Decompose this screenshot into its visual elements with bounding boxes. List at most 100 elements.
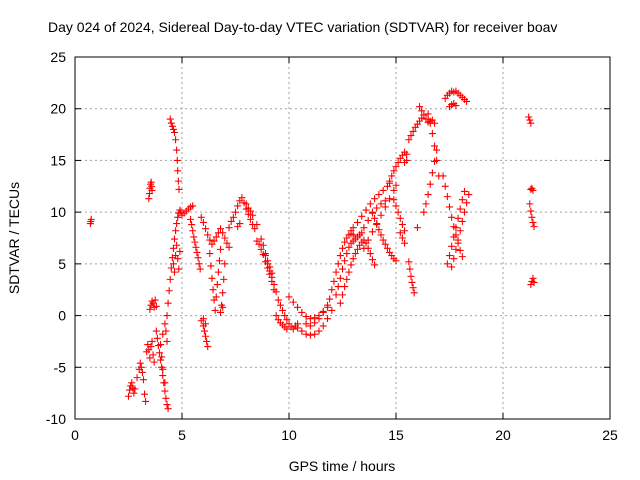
data-point-marker [324, 315, 332, 323]
series-arc-ah [396, 229, 409, 247]
data-point-marker [195, 260, 203, 268]
data-point-marker [208, 274, 216, 282]
data-point-marker [163, 312, 171, 320]
data-point-marker [403, 156, 411, 164]
data-point-marker [353, 245, 361, 253]
data-point-marker [169, 244, 177, 252]
data-point-marker [460, 187, 468, 195]
data-point-marker [456, 205, 464, 213]
data-point-marker [302, 313, 310, 321]
data-point-marker [431, 142, 439, 150]
data-point-marker [200, 327, 208, 335]
data-point-marker [383, 244, 391, 252]
data-point-marker [238, 194, 246, 202]
data-point-marker [163, 401, 171, 409]
data-point-marker [128, 379, 136, 387]
data-point-marker [234, 202, 242, 210]
series-arc-e [146, 296, 160, 313]
data-point-marker [362, 206, 370, 214]
data-point-marker [529, 274, 537, 282]
data-point-marker [343, 250, 351, 258]
data-point-marker [199, 315, 207, 323]
y-tick-label: -10 [46, 411, 66, 427]
data-point-marker [149, 351, 157, 359]
data-point-marker [166, 275, 174, 283]
series-arc-t [272, 312, 291, 333]
series-arc-j [187, 215, 204, 273]
series-arc-ad [356, 197, 389, 239]
data-point-marker [364, 244, 372, 252]
data-point-marker [221, 234, 229, 242]
data-point-marker [159, 365, 167, 373]
data-point-marker [229, 213, 237, 221]
data-point-marker [330, 277, 338, 285]
data-point-marker [172, 227, 180, 235]
data-point-marker [242, 200, 250, 208]
data-point-marker [426, 180, 434, 188]
data-point-marker [173, 241, 181, 249]
data-point-marker [377, 211, 385, 219]
data-point-marker [202, 320, 210, 328]
data-point-marker [203, 337, 211, 345]
data-point-marker [356, 231, 364, 239]
x-tick-label: 25 [602, 427, 618, 443]
series-arc-z [336, 236, 368, 307]
series-arc-w [302, 301, 332, 330]
data-point-marker [407, 272, 415, 280]
data-point-marker [349, 224, 357, 232]
series-arc-ab [360, 181, 400, 252]
data-point-marker [428, 169, 436, 177]
data-point-marker [161, 379, 169, 387]
data-point-marker [209, 286, 217, 294]
data-point-marker [343, 275, 351, 283]
data-point-marker [319, 308, 327, 316]
series-arc-aq [439, 172, 466, 261]
y-tick-label: 10 [50, 204, 66, 220]
data-point-marker [213, 281, 221, 289]
series-arc-av [525, 113, 535, 127]
data-point-marker [175, 185, 183, 193]
data-point-marker [139, 376, 147, 384]
series-arc-ae [362, 239, 379, 269]
data-point-marker [456, 246, 464, 254]
data-point-marker [413, 224, 421, 232]
data-point-marker [204, 343, 212, 351]
series-arc-u [285, 293, 327, 323]
data-point-marker [276, 301, 284, 309]
data-point-marker [443, 260, 451, 268]
data-point-marker [452, 245, 460, 253]
data-point-marker [206, 250, 214, 258]
data-point-marker [526, 116, 534, 124]
data-point-marker [294, 324, 302, 332]
data-point-marker [206, 236, 214, 244]
data-point-marker [146, 305, 154, 313]
y-tick-label: -5 [54, 359, 67, 375]
data-point-marker [125, 392, 132, 400]
data-point-marker [196, 265, 204, 273]
series-arc-aw [527, 184, 537, 194]
data-point-marker [431, 119, 439, 127]
data-point-marker [202, 332, 210, 340]
data-point-marker [433, 146, 441, 154]
data-point-marker [133, 374, 141, 382]
data-point-marker [422, 200, 430, 208]
series-arc-at [441, 87, 471, 105]
data-point-marker [210, 237, 218, 245]
data-point-marker [311, 319, 319, 327]
data-point-marker [169, 125, 177, 133]
data-point-marker [336, 252, 344, 260]
data-point-marker [408, 278, 416, 286]
data-point-marker [528, 213, 536, 221]
data-point-marker [358, 212, 366, 220]
data-point-marker [353, 218, 361, 226]
data-point-marker [225, 243, 233, 251]
data-point-marker [420, 111, 428, 119]
data-point-marker [192, 243, 200, 251]
data-point-marker [266, 267, 274, 275]
data-point-marker [164, 405, 172, 413]
data-point-marker [446, 252, 453, 260]
data-point-marker [377, 200, 385, 208]
data-point-marker [174, 255, 182, 263]
y-tick-label: 15 [50, 152, 66, 168]
